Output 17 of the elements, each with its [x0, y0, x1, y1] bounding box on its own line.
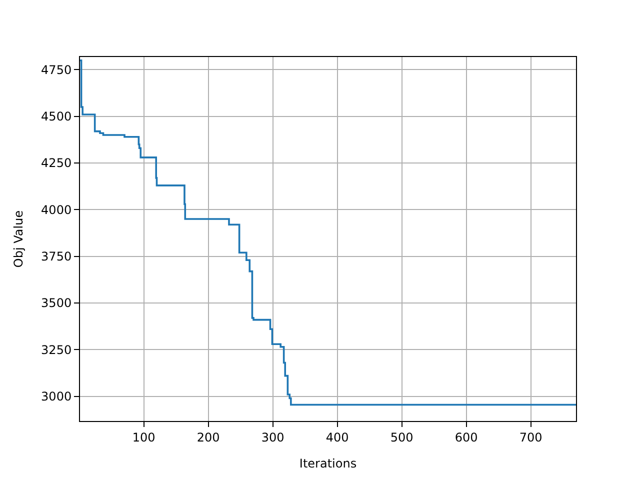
y-tick-label: 3750	[41, 250, 72, 264]
y-tick-label: 4000	[41, 202, 72, 217]
x-tick-label: 500	[390, 430, 414, 444]
y-tick-label: 4500	[41, 110, 72, 124]
y-tick-label: 3250	[41, 342, 72, 357]
x-tick-label: 700	[519, 430, 542, 444]
y-tick-label: 4750	[41, 62, 72, 77]
x-tick-label: 300	[261, 430, 284, 444]
y-tick-label: 4250	[41, 156, 72, 170]
x-tick-label: 600	[454, 430, 478, 444]
y-tick-label: 3500	[41, 296, 72, 310]
x-tick-label: 100	[132, 430, 156, 444]
y-axis-title: Obj Value	[11, 210, 26, 268]
x-axis-title: Iterations	[299, 456, 357, 470]
y-tick-label: 3000	[41, 390, 72, 404]
x-tick-label: 200	[196, 430, 220, 444]
x-tick-label: 400	[326, 430, 349, 444]
